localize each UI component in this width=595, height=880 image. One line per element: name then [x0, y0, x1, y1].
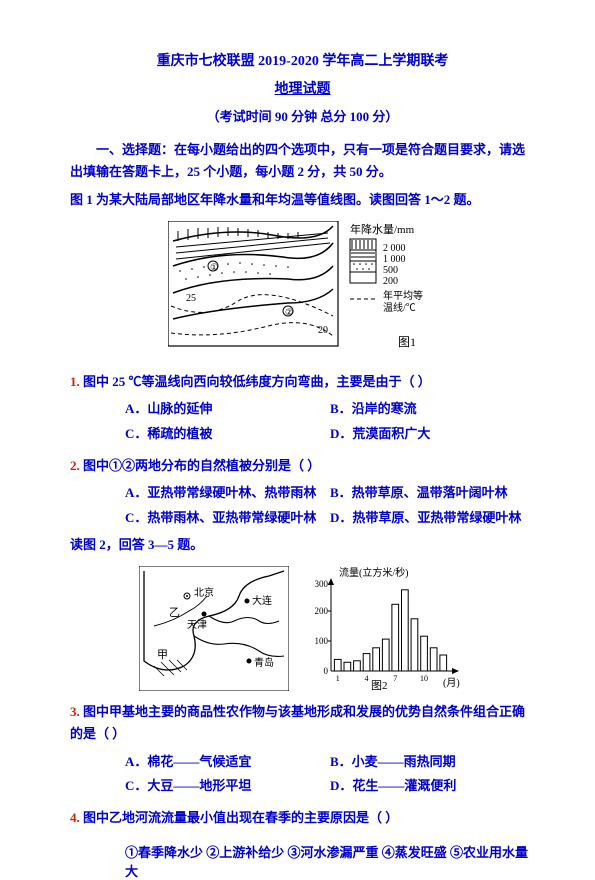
q3-num: 3.: [70, 704, 80, 719]
q4-num: 4.: [70, 810, 80, 825]
q3-opt-a: A．棉花——气候适宜: [125, 750, 330, 775]
svg-text:10: 10: [420, 674, 428, 683]
q1-opt-a: A．山脉的延伸: [125, 397, 330, 422]
exam-title-line2: 地理试题: [70, 78, 535, 98]
svg-text:①: ①: [210, 262, 218, 272]
q2-opt-d: D．热带草原、亚热带常绿硬叶林: [330, 506, 535, 531]
fig2-chart-ylabel: 流量(立方米/秒): [339, 566, 408, 579]
fig1-legend-0: 2 000: [383, 243, 406, 254]
q3-opt-c: C．大豆——地形平坦: [125, 774, 330, 799]
q2-opt-c: C．热带雨林、亚热带常绿硬叶林: [125, 506, 330, 531]
section-1-header: 一、选择题：在每小题给出的四个选项中，只有一项是符合题目要求，请选出填输在答题卡…: [70, 139, 535, 183]
fig1-legend-2: 500: [383, 265, 398, 276]
q1-stem: 图中 25 ℃等温线向西向较低纬度方向弯曲，主要是由于（ ）: [83, 374, 431, 389]
fig1-iso-25: 25: [186, 293, 196, 304]
exam-info-prefix: （考试时间: [207, 109, 275, 124]
fig2-city-0: 北京: [194, 586, 214, 599]
figure-2-chart: 流量(立方米/秒) 0 100 200 300 1 4 7 10 (月) 图2: [301, 566, 466, 691]
q2-options: A．亚热带常绿硬叶林、热带雨林 B．热带草原、温带落叶阔叶林 C．热带雨林、亚热…: [125, 481, 535, 530]
svg-text:4: 4: [365, 674, 369, 683]
svg-text:0: 0: [324, 666, 329, 676]
q2-num: 2.: [70, 458, 80, 473]
figure-1: ① ② 25 20 年降水量/mm 2 000 1 000 500 200: [70, 221, 535, 361]
context-1: 图 1 为某大陆局部地区年降水量和年均温等值线图。读图回答 1～2 题。: [70, 189, 535, 211]
q4-stem: 图中乙地河流流量最小值出现在春季的主要原因是（ ）: [83, 810, 398, 825]
fig2-caption: 图2: [371, 679, 388, 691]
figure-2: 北京 天津 大连 青岛 甲 乙 流量(立方米/秒) 0 100 200 300: [70, 566, 535, 691]
exam-info-suffix: ）: [385, 109, 398, 124]
q1-num: 1.: [70, 374, 80, 389]
q1-opt-b: B．沿岸的寒流: [330, 397, 535, 422]
q3-opt-b: B．小麦——雨热同期: [330, 750, 535, 775]
q3-options: A．棉花——气候适宜 B．小麦——雨热同期 C．大豆——地形平坦 D．花生——灌…: [125, 750, 535, 799]
fig1-caption: 图1: [398, 335, 416, 349]
fig2-region-0: 甲: [157, 649, 168, 661]
question-1: 1. 图中 25 ℃等温线向西向较低纬度方向弯曲，主要是由于（ ）: [70, 371, 535, 393]
question-2: 2. 图中①②两地分布的自然植被分别是（ ）: [70, 455, 535, 477]
svg-text:7: 7: [393, 674, 397, 683]
q3-opt-d: D．花生——灌溉便利: [330, 774, 535, 799]
fig2-city-1: 天津: [187, 619, 207, 631]
question-3: 3. 图中甲基地主要的商品性农作物与该基地形成和发展的优势自然条件组合正确的是（…: [70, 701, 535, 745]
q2-opt-a: A．亚热带常绿硬叶林、热带雨林: [125, 481, 330, 506]
q1-opt-d: D．荒漠面积广大: [330, 422, 535, 447]
figure-1-svg: ① ② 25 20 年降水量/mm 2 000 1 000 500 200: [168, 221, 438, 361]
q1-options: A．山脉的延伸 B．沿岸的寒流 C．稀疏的植被 D．荒漠面积广大: [125, 397, 535, 446]
exam-info-time: 90 分钟: [275, 109, 317, 124]
figure-2-map: 北京 天津 大连 青岛 甲 乙: [139, 566, 289, 691]
svg-text:300: 300: [315, 579, 329, 589]
exam-title-line1: 重庆市七校联盟 2019-2020 学年高二上学期联考: [70, 50, 535, 70]
svg-text:②: ②: [285, 307, 293, 317]
exam-info: （考试时间 90 分钟 总分 100 分）: [70, 106, 535, 125]
context-2: 读图 2，回答 3—5 题。: [70, 534, 535, 556]
fig1-iso-20: 20: [318, 325, 328, 336]
q2-stem: 图中①②两地分布的自然植被分别是（ ）: [83, 458, 320, 473]
q4-choices: ①春季降水少 ②上游补给少 ③河水渗漏严重 ④蒸发旺盛 ⑤农业用水量大: [125, 842, 535, 880]
svg-text:1: 1: [336, 674, 340, 683]
exam-info-score: 100 分: [350, 109, 386, 124]
q3-stem: 图中甲基地主要的商品性农作物与该基地形成和发展的优势自然条件组合正确的是（ ）: [70, 704, 525, 741]
svg-text:200: 200: [315, 606, 329, 616]
fig1-legend-title: 年降水量/mm: [350, 222, 415, 236]
exam-info-score-label: 总分: [317, 109, 350, 124]
q2-opt-b: B．热带草原、温带落叶阔叶林: [330, 481, 535, 506]
fig1-temp-label-bot: 温线/℃: [383, 301, 416, 314]
q1-opt-c: C．稀疏的植被: [125, 422, 330, 447]
fig1-legend-1: 1 000: [383, 254, 406, 265]
svg-text:100: 100: [315, 636, 329, 646]
question-4: 4. 图中乙地河流流量最小值出现在春季的主要原因是（ ）: [70, 807, 535, 829]
fig2-chart-xlabel: (月): [443, 677, 460, 689]
fig2-city-3: 青岛: [254, 656, 274, 669]
fig2-region-1: 乙: [169, 606, 180, 619]
fig1-legend-3: 200: [383, 276, 398, 287]
fig1-temp-label-top: 年平均等: [383, 289, 423, 302]
fig2-city-2: 大连: [252, 594, 272, 607]
